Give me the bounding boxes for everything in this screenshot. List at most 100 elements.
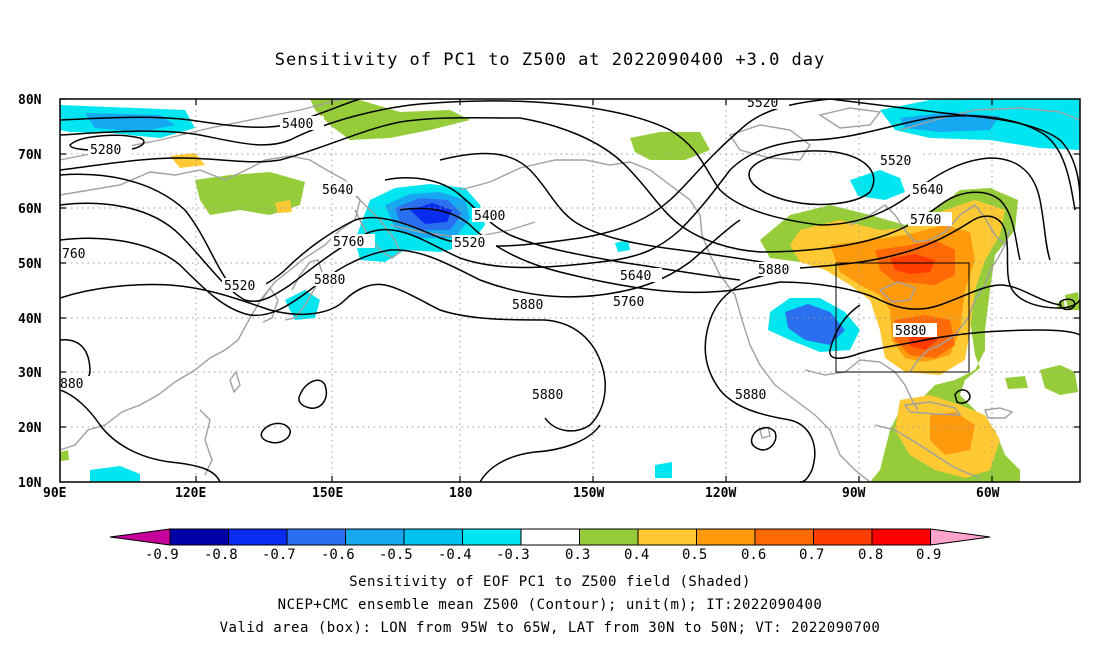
longitude-labels: 90E 120E 150E 180 150W 120W 90W 60W [43, 486, 1000, 501]
contour-arctic-3 [60, 116, 521, 171]
contour-na-5 [399, 207, 781, 294]
shade-neg-hudson [850, 170, 905, 200]
shade-pos-eastern-na-red [890, 254, 935, 274]
contour-ne-3 [819, 157, 1051, 261]
shade-pos-speck-b [60, 450, 69, 461]
coast-hudson [849, 204, 946, 243]
colorbar-bin-pos-0-3 [579, 528, 639, 546]
lat-label-30n: 30N [18, 366, 42, 381]
valid-area-box [835, 262, 970, 373]
contour-label-5400-arctic: 5400 [282, 117, 313, 132]
graticule [60, 99, 1080, 482]
contour-5880-south-2 [479, 424, 601, 482]
lat-label-10n: 10N [18, 476, 42, 491]
contour-label-5880-mid: 5880 [512, 298, 543, 313]
colorbar-right-arrow [930, 528, 991, 546]
coast-florida [909, 229, 1011, 373]
contour-label-5880-na: 5880 [758, 263, 789, 278]
coast-great-lakes [878, 281, 916, 303]
shade-neg-bottom-speck-1 [90, 466, 140, 482]
contour-label-5880-mexico: 5880 [735, 388, 766, 403]
colorbar-bin-pos-0-5 [696, 528, 756, 546]
colorbar-bin-neutral [520, 528, 580, 546]
footer-line-2: NCEP+CMC ensemble mean Z500 (Contour); u… [277, 597, 823, 613]
contour-label-5520-mid: 5520 [454, 236, 485, 251]
colorbar-bin-pos-0-4 [637, 528, 697, 546]
contour-small-high-3 [750, 427, 777, 451]
z500-contours [60, 99, 1080, 482]
footer-line-3: Valid area (box): LON from 95W to 65W, L… [219, 620, 881, 636]
lat-label-40n: 40N [18, 312, 42, 327]
contour-label-5280: 5280 [90, 143, 121, 158]
colorbar-bin-neg-0-4 [462, 528, 522, 546]
shade-neg-ne-asia-speck [285, 290, 320, 320]
colorbar-label: 0.9 [916, 547, 941, 563]
coast-arctic-islands-2 [818, 107, 882, 129]
contour-na-2 [519, 117, 761, 253]
colorbar-label: -0.3 [496, 547, 530, 563]
axis-ticks [60, 98, 1080, 482]
coast-west-na [741, 319, 871, 482]
contour-5520-a [60, 99, 831, 291]
lon-label-90w: 90W [842, 486, 866, 501]
shade-pos-siberia-yellow [170, 153, 205, 168]
colorbar-label: 0.4 [624, 547, 649, 563]
contour-5880-gulf [829, 304, 1080, 360]
contour-small-high-2 [260, 422, 291, 444]
coast-cuba [903, 401, 962, 416]
colorbar-label: -0.9 [145, 547, 179, 563]
contour-label-5880-box: 5880 [895, 324, 926, 339]
contour-na-1 [559, 103, 821, 226]
colorbar-bin-pos-0-7 [813, 528, 873, 546]
contour-label-5640-west: 5640 [322, 183, 353, 198]
contour-small-high-1 [298, 379, 327, 409]
contour-label-5760-ne: 5760 [910, 213, 941, 228]
colorbar-label: -0.6 [321, 547, 355, 563]
contour-small-high-4 [954, 389, 971, 404]
contour-label-5880-pacific: 5880 [532, 388, 563, 403]
lon-label-120e: 120E [175, 486, 206, 501]
contour-ne-4 [759, 191, 1021, 261]
contour-5880-na [704, 269, 816, 482]
contour-label-5520-top: 5520 [747, 96, 778, 111]
coast-greenland [899, 107, 1080, 131]
contour-5880-a [60, 283, 606, 432]
colorbar-label: 0.7 [799, 547, 824, 563]
contour-ne-2 [809, 114, 1076, 211]
lon-label-90e: 90E [43, 486, 66, 501]
contour-label-880-edge: 880 [60, 377, 83, 392]
coast-caribbean-islands [984, 407, 1014, 419]
lon-label-60w: 60W [976, 486, 1000, 501]
shade-neg-gulf-mexico-core [785, 304, 845, 345]
chart-title: Sensitivity of PC1 to Z500 at 2022090400… [274, 50, 826, 70]
colorbar-bin-neg-0-5 [403, 528, 463, 546]
colorbar-bin-neg-0-9 [169, 528, 229, 546]
colorbar-bin-neg-0-6 [345, 528, 405, 546]
contour-arctic-2 [60, 100, 561, 146]
contour-label-5520-ne: 5520 [880, 154, 911, 169]
contour-5400-arctic [60, 99, 361, 129]
shade-pos-atlantic-speck [1005, 376, 1028, 389]
coast-korea [261, 286, 279, 323]
lon-label-150w: 150W [573, 486, 604, 501]
coast-taiwan [229, 370, 241, 394]
coast-labrador [944, 204, 1006, 246]
coast-east-asia [60, 155, 361, 451]
lat-label-60n: 60N [18, 202, 42, 217]
contour-label-5640-ne: 5640 [912, 183, 943, 198]
contour-small-high-5 [1059, 298, 1076, 311]
coast-alaska [459, 159, 743, 321]
contour-hudson-low [748, 150, 875, 206]
latitude-labels: 80N 70N 60N 50N 40N 30N 20N 10N [18, 93, 42, 491]
contour-label-5520-west: 5520 [224, 279, 255, 294]
contour-5280-low [69, 134, 145, 152]
lat-label-50n: 50N [18, 257, 42, 272]
colorbar [109, 528, 991, 546]
positive-sensitivity-areas [60, 99, 1080, 482]
shade-pos-atlantic [1040, 365, 1078, 395]
colorbar-bin-neg-0-7 [286, 528, 346, 546]
contour-label-5880-west: 5880 [314, 273, 345, 288]
colorbar-bin-neg-0-8 [228, 528, 288, 546]
contour-na-4 [384, 177, 741, 281]
